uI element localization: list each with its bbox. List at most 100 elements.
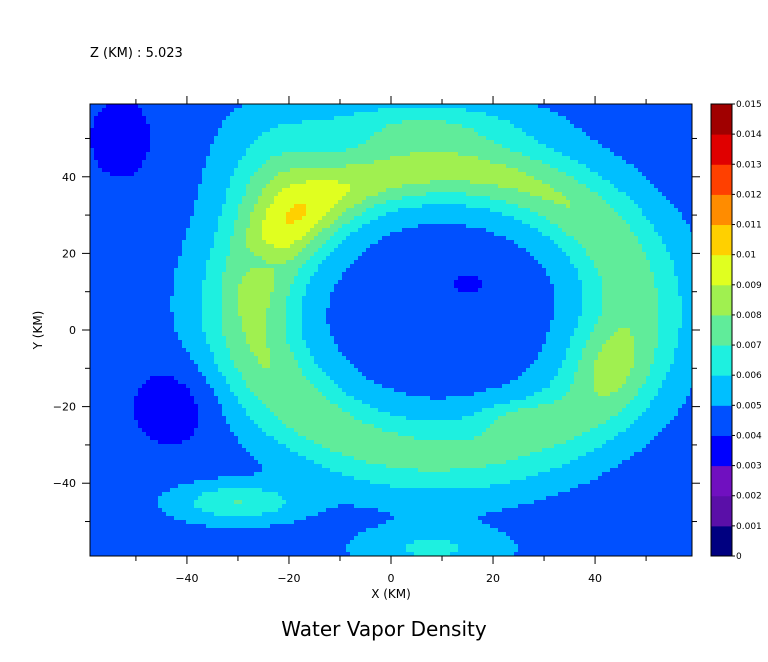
contour-cell bbox=[546, 220, 551, 225]
contour-cell bbox=[606, 156, 611, 161]
contour-cell bbox=[166, 224, 171, 229]
contour-cell bbox=[226, 112, 231, 117]
contour-cell bbox=[402, 204, 407, 209]
contour-cell bbox=[398, 140, 403, 145]
contour-cell bbox=[446, 148, 451, 153]
contour-cell bbox=[690, 212, 693, 217]
contour-cell bbox=[482, 228, 487, 233]
contour-cell bbox=[434, 172, 439, 177]
contour-cell bbox=[530, 128, 535, 133]
contour-cell bbox=[426, 136, 431, 141]
contour-cell bbox=[522, 204, 527, 209]
contour-cell bbox=[266, 176, 271, 181]
contour-cell bbox=[482, 216, 487, 221]
contour-cell bbox=[90, 180, 95, 185]
contour-cell bbox=[206, 204, 211, 209]
contour-cell bbox=[646, 104, 651, 109]
contour-cell bbox=[682, 156, 687, 161]
contour-cell bbox=[186, 132, 191, 137]
contour-cell bbox=[94, 168, 99, 173]
contour-cell bbox=[198, 160, 203, 165]
contour-cell bbox=[186, 124, 191, 129]
contour-cell bbox=[522, 128, 527, 133]
contour-cell bbox=[326, 196, 331, 201]
contour-cell bbox=[254, 228, 259, 233]
contour-cell bbox=[470, 192, 475, 197]
contour-cell bbox=[414, 212, 419, 217]
contour-cell bbox=[166, 192, 171, 197]
contour-cell bbox=[366, 144, 371, 149]
contour-cell bbox=[334, 192, 339, 197]
contour-cell bbox=[494, 188, 499, 193]
contour-cell bbox=[434, 160, 439, 165]
contour-cell bbox=[658, 108, 663, 113]
contour-cell bbox=[182, 220, 187, 225]
contour-cell bbox=[326, 204, 331, 209]
contour-cell bbox=[650, 136, 655, 141]
contour-cell bbox=[250, 208, 255, 213]
contour-cell bbox=[586, 216, 591, 221]
contour-cell bbox=[150, 232, 155, 237]
contour-cell bbox=[582, 224, 587, 229]
contour-cell bbox=[350, 184, 355, 189]
contour-cell bbox=[378, 160, 383, 165]
contour-cell bbox=[598, 200, 603, 205]
contour-cell bbox=[642, 184, 647, 189]
contour-cell bbox=[350, 156, 355, 161]
contour-cell bbox=[518, 152, 523, 157]
contour-cell bbox=[406, 188, 411, 193]
contour-cell bbox=[550, 216, 555, 221]
contour-cell bbox=[662, 192, 667, 197]
contour-cell bbox=[518, 168, 523, 173]
contour-cell bbox=[334, 164, 339, 169]
contour-cell bbox=[294, 132, 299, 137]
contour-cell bbox=[546, 140, 551, 145]
contour-cell bbox=[274, 124, 279, 129]
contour-cell bbox=[194, 148, 199, 153]
contour-cell bbox=[214, 184, 219, 189]
contour-cell bbox=[582, 144, 587, 149]
contour-cell bbox=[518, 192, 523, 197]
contour-cell bbox=[378, 152, 383, 157]
contour-cell bbox=[494, 128, 499, 133]
contour-cell bbox=[382, 212, 387, 217]
contour-cell bbox=[462, 132, 467, 137]
contour-cell bbox=[562, 232, 567, 237]
contour-cell bbox=[126, 216, 131, 221]
contour-cell bbox=[250, 160, 255, 165]
contour-cell bbox=[306, 200, 311, 205]
contour-cell bbox=[230, 184, 235, 189]
contour-cell bbox=[446, 152, 451, 157]
contour-cell bbox=[422, 220, 427, 225]
contour-cell bbox=[90, 220, 95, 225]
contour-cell bbox=[258, 176, 263, 181]
contour-cell bbox=[330, 176, 335, 181]
contour-cell bbox=[274, 136, 279, 141]
contour-cell bbox=[602, 180, 607, 185]
contour-cell bbox=[146, 104, 151, 109]
contour-cell bbox=[202, 228, 207, 233]
contour-cell bbox=[454, 228, 459, 233]
contour-cell bbox=[378, 184, 383, 189]
contour-cell bbox=[126, 236, 131, 241]
contour-cell bbox=[378, 128, 383, 133]
contour-cell bbox=[170, 196, 175, 201]
contour-cell bbox=[646, 140, 651, 145]
contour-cell bbox=[502, 196, 507, 201]
contour-cell bbox=[94, 236, 99, 241]
contour-cell bbox=[258, 172, 263, 177]
contour-cell bbox=[614, 148, 619, 153]
contour-cell bbox=[578, 164, 583, 169]
contour-cell bbox=[106, 116, 111, 121]
contour-cell bbox=[350, 196, 355, 201]
contour-cell bbox=[382, 216, 387, 221]
contour-cell bbox=[118, 120, 123, 125]
contour-cell bbox=[638, 216, 643, 221]
contour-cell bbox=[442, 112, 447, 117]
contour-cell bbox=[286, 208, 291, 213]
contour-cell bbox=[674, 172, 679, 177]
contour-cell bbox=[466, 124, 471, 129]
contour-cell bbox=[542, 128, 547, 133]
contour-cell bbox=[366, 164, 371, 169]
contour-cell bbox=[222, 196, 227, 201]
